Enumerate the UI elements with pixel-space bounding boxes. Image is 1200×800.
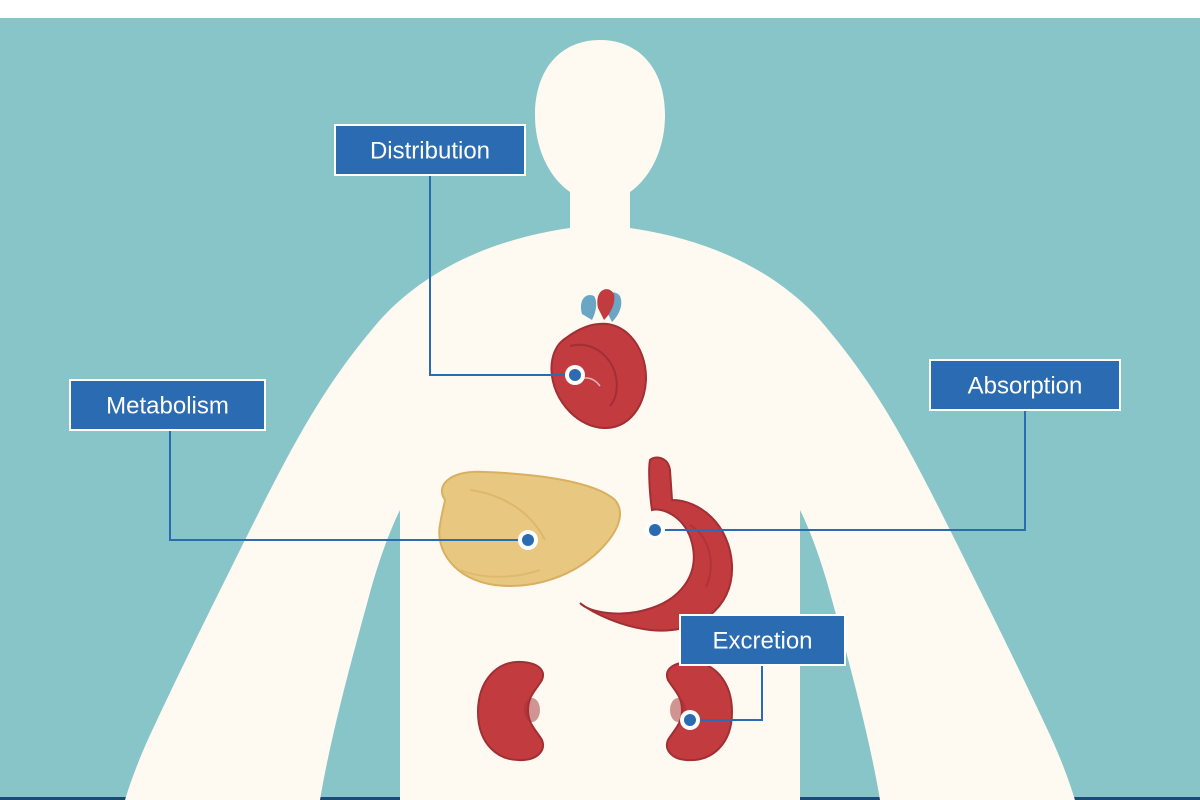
marker-dot-distribution <box>569 369 581 381</box>
label-text-excretion: Excretion <box>712 628 812 655</box>
kidney-icon <box>478 662 543 760</box>
label-text-distribution: Distribution <box>370 138 490 165</box>
marker-dot-metabolism <box>522 534 534 546</box>
kidney-icon <box>667 662 732 760</box>
label-text-absorption: Absorption <box>968 373 1083 400</box>
marker-dot-excretion <box>684 714 696 726</box>
label-text-metabolism: Metabolism <box>106 393 229 420</box>
marker-dot-absorption <box>649 524 661 536</box>
